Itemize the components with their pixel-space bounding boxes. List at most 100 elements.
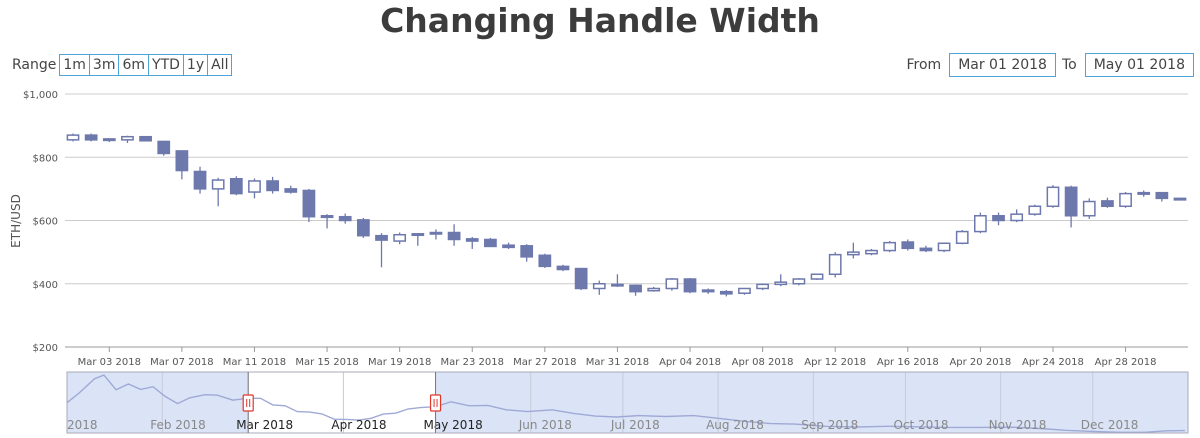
candle-body bbox=[701, 289, 715, 293]
candle[interactable] bbox=[484, 237, 497, 248]
candle[interactable] bbox=[121, 135, 134, 144]
candle[interactable] bbox=[175, 150, 189, 180]
x-axis: Mar 03 2018 Mar 07 2018 Mar 11 2018 Mar 15 … bbox=[78, 347, 1157, 368]
candle[interactable] bbox=[846, 242, 860, 259]
candle[interactable] bbox=[66, 133, 80, 142]
candle[interactable] bbox=[828, 252, 842, 278]
navigator-label: Aug 2018 bbox=[706, 418, 764, 432]
candle[interactable] bbox=[592, 280, 606, 295]
candle[interactable] bbox=[229, 176, 243, 196]
to-date-input[interactable]: May 01 2018 bbox=[1084, 53, 1194, 77]
x-tick-label: Mar 11 2018 bbox=[223, 357, 286, 368]
candle[interactable] bbox=[411, 233, 425, 246]
candlestick-series bbox=[66, 133, 1187, 297]
x-tick-label: Mar 23 2018 bbox=[441, 357, 504, 368]
navigator[interactable]: 2018 Feb 2018 Mar 2018 Apr 2018 May 2018 Jun … bbox=[66, 371, 1189, 434]
candle-body bbox=[157, 140, 171, 155]
navigator-selected-window[interactable] bbox=[248, 372, 436, 433]
candle[interactable] bbox=[1155, 191, 1169, 202]
range-button-1y[interactable]: 1y bbox=[182, 54, 209, 76]
candle[interactable] bbox=[974, 212, 987, 234]
candle-body bbox=[992, 215, 1005, 222]
candle-body bbox=[411, 233, 425, 237]
candle[interactable] bbox=[375, 233, 388, 268]
candle-body bbox=[1137, 191, 1151, 195]
candle[interactable] bbox=[1082, 198, 1096, 219]
candle[interactable] bbox=[919, 245, 933, 253]
candle-body bbox=[719, 290, 733, 295]
candle[interactable] bbox=[320, 214, 334, 229]
candle[interactable] bbox=[792, 278, 806, 286]
candle[interactable] bbox=[84, 133, 98, 142]
range-button-ytd[interactable]: YTD bbox=[148, 54, 184, 76]
candle[interactable] bbox=[955, 229, 969, 245]
candle-body bbox=[955, 230, 969, 245]
candle[interactable] bbox=[701, 288, 715, 294]
candle[interactable] bbox=[810, 273, 824, 280]
candle[interactable] bbox=[193, 166, 207, 194]
candle[interactable] bbox=[1173, 197, 1187, 201]
candle[interactable] bbox=[883, 241, 897, 253]
candle[interactable] bbox=[556, 264, 570, 272]
to-label: To bbox=[1061, 57, 1077, 73]
candle[interactable] bbox=[502, 242, 515, 249]
candle[interactable] bbox=[1064, 185, 1078, 228]
candle[interactable] bbox=[1028, 204, 1042, 216]
candle-body bbox=[574, 267, 588, 290]
candle[interactable] bbox=[665, 278, 679, 291]
candle[interactable] bbox=[756, 283, 769, 291]
candle[interactable] bbox=[1046, 185, 1060, 208]
navigator-line bbox=[66, 374, 1185, 433]
candle-body bbox=[393, 233, 407, 242]
candle[interactable] bbox=[683, 278, 697, 294]
candle[interactable] bbox=[248, 178, 261, 199]
candle[interactable] bbox=[356, 217, 370, 238]
candle[interactable] bbox=[102, 138, 116, 143]
candle[interactable] bbox=[992, 212, 1005, 226]
candle[interactable] bbox=[738, 287, 751, 295]
candle[interactable] bbox=[719, 290, 733, 297]
candle[interactable] bbox=[1137, 190, 1151, 197]
range-button-3m[interactable]: 3m bbox=[88, 54, 120, 76]
range-button-1m[interactable]: 1m bbox=[59, 54, 90, 76]
y-tick-label: $200 bbox=[33, 343, 58, 354]
range-button-6m[interactable]: 6m bbox=[118, 54, 150, 76]
candle[interactable] bbox=[901, 239, 915, 251]
candle[interactable] bbox=[429, 229, 443, 240]
candle[interactable] bbox=[266, 176, 279, 194]
navigator-left-handle[interactable] bbox=[242, 394, 254, 412]
candle[interactable] bbox=[629, 284, 642, 296]
candle[interactable] bbox=[937, 242, 951, 253]
candle[interactable] bbox=[574, 267, 588, 291]
candle[interactable] bbox=[1010, 209, 1024, 223]
candle[interactable] bbox=[538, 253, 552, 268]
candle[interactable] bbox=[447, 224, 461, 246]
y-tick-label: $400 bbox=[33, 280, 58, 291]
candle[interactable] bbox=[647, 286, 661, 292]
candle[interactable] bbox=[157, 140, 171, 156]
candle[interactable] bbox=[520, 244, 534, 262]
candle[interactable] bbox=[465, 236, 479, 249]
candle[interactable] bbox=[865, 248, 878, 256]
candle-body bbox=[665, 278, 679, 290]
candle[interactable] bbox=[774, 274, 788, 287]
candle[interactable] bbox=[302, 188, 316, 223]
navigator-label: Mar 2018 bbox=[236, 418, 293, 432]
candle[interactable] bbox=[1119, 192, 1132, 208]
candle[interactable] bbox=[284, 185, 298, 194]
candle[interactable] bbox=[211, 177, 225, 207]
range-label: Range bbox=[12, 57, 57, 73]
candle-body bbox=[846, 251, 860, 256]
candle[interactable] bbox=[338, 213, 352, 224]
x-tick-label: Apr 28 2018 bbox=[1095, 357, 1157, 368]
candle[interactable] bbox=[139, 135, 152, 142]
candle[interactable] bbox=[611, 274, 624, 287]
range-button-all[interactable]: All bbox=[207, 54, 233, 76]
candle[interactable] bbox=[393, 232, 407, 245]
from-label: From bbox=[906, 57, 942, 73]
candle-body bbox=[1119, 192, 1132, 208]
navigator-right-handle[interactable] bbox=[429, 394, 442, 412]
candle[interactable] bbox=[1101, 197, 1114, 208]
from-date-input[interactable]: Mar 01 2018 bbox=[949, 53, 1056, 77]
candle-body bbox=[211, 179, 225, 190]
